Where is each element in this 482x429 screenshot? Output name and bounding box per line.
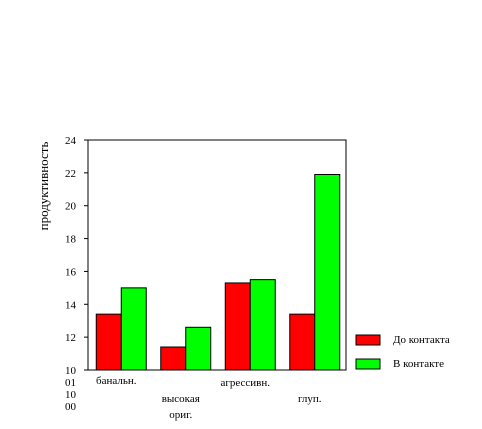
y-tick-extra-label: 10 (65, 389, 77, 401)
y-tick-label: 14 (65, 299, 77, 311)
bar-during-contact (249, 279, 276, 371)
legend-label: До контакта (393, 334, 450, 346)
y-tick-label: 10 (65, 365, 77, 377)
category-label: банальн. (96, 375, 137, 387)
bar-before-contact (224, 282, 251, 371)
y-tick-label: 24 (65, 135, 77, 147)
legend-swatch (355, 334, 381, 346)
bars (95, 174, 341, 371)
y-tick-extra-label: 00 (65, 401, 77, 413)
legend: До контакта В контакте (355, 334, 450, 370)
bar-before-contact (289, 313, 316, 371)
bar-during-contact (120, 287, 147, 371)
y-axis-label: продуктивность (36, 142, 51, 231)
bar-before-contact (160, 346, 187, 371)
bar-during-contact (185, 326, 212, 371)
y-tick-label: 20 (65, 201, 77, 213)
y-tick-extra-label: 01 (65, 377, 76, 389)
y-tick-label: 12 (65, 332, 76, 344)
bar-during-contact (314, 174, 341, 371)
y-tick-label: 22 (65, 168, 76, 180)
bar-before-contact (95, 313, 122, 371)
category-labels: банальн. высокая ориг. агрессивн. глуп. (96, 375, 322, 421)
category-label: агрессивн. (220, 377, 270, 389)
legend-swatch (355, 358, 381, 370)
category-label: ориг. (169, 409, 192, 421)
legend-label: В контакте (393, 358, 444, 370)
y-tick-label: 16 (65, 266, 77, 278)
category-label: высокая (162, 393, 200, 405)
category-label: глуп. (298, 393, 322, 405)
y-axis-ticks: 24 22 20 18 16 14 12 10 (65, 135, 88, 377)
y-tick-label: 18 (65, 234, 77, 246)
